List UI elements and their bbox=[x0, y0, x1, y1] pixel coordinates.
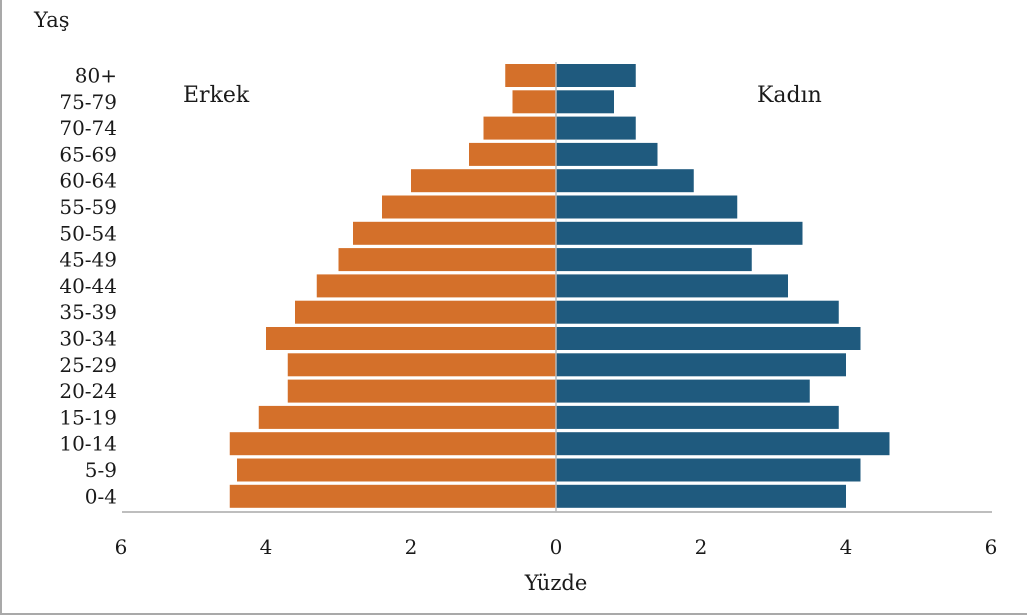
bar-kadin-70-74 bbox=[556, 116, 636, 140]
bar-kadin-45-49 bbox=[556, 248, 752, 272]
bar-kadin-20-24 bbox=[556, 379, 810, 403]
age-label: 40-44 bbox=[59, 274, 117, 298]
age-label: 30-34 bbox=[59, 327, 117, 351]
bar-kadin-75-79 bbox=[556, 90, 614, 114]
bar-erkek-15-19 bbox=[258, 405, 556, 429]
bar-erkek-35-39 bbox=[295, 300, 556, 324]
x-tick-label: 2 bbox=[695, 535, 708, 559]
bars-group bbox=[229, 64, 890, 508]
x-tick-label: 2 bbox=[405, 535, 418, 559]
x-tick-label: 0 bbox=[550, 535, 563, 559]
bar-kadin-80plus bbox=[556, 64, 636, 87]
bar-erkek-5-9 bbox=[237, 458, 556, 482]
age-label: 45-49 bbox=[59, 248, 117, 272]
bar-erkek-25-29 bbox=[287, 353, 556, 377]
bar-kadin-5-9 bbox=[556, 458, 861, 482]
bar-erkek-60-64 bbox=[411, 169, 556, 193]
age-label: 35-39 bbox=[59, 300, 117, 324]
bar-kadin-60-64 bbox=[556, 169, 694, 193]
bar-erkek-70-74 bbox=[483, 116, 556, 140]
x-tick-label: 4 bbox=[260, 535, 273, 559]
age-label: 75-79 bbox=[59, 90, 117, 114]
bar-erkek-75-79 bbox=[512, 90, 556, 114]
x-tick-label: 4 bbox=[840, 535, 853, 559]
bar-kadin-50-54 bbox=[556, 221, 803, 245]
bar-erkek-80plus bbox=[505, 64, 556, 87]
bar-kadin-65-69 bbox=[556, 142, 658, 166]
bar-kadin-30-34 bbox=[556, 327, 861, 350]
bar-erkek-45-49 bbox=[338, 248, 556, 272]
bar-kadin-55-59 bbox=[556, 195, 738, 219]
legend-label-kadin: Kadın bbox=[757, 83, 822, 108]
age-label: 50-54 bbox=[59, 221, 117, 245]
y-axis-title: Yaş bbox=[33, 8, 70, 32]
legend-label-erkek: Erkek bbox=[183, 83, 250, 108]
age-label: 15-19 bbox=[59, 405, 117, 429]
bar-erkek-30-34 bbox=[266, 327, 556, 350]
age-label: 5-9 bbox=[85, 458, 117, 482]
bar-kadin-35-39 bbox=[556, 300, 839, 324]
bar-erkek-55-59 bbox=[382, 195, 556, 219]
age-label: 60-64 bbox=[59, 169, 117, 193]
age-label: 55-59 bbox=[59, 195, 117, 219]
age-label: 0-4 bbox=[85, 484, 117, 508]
x-tick-labels: 6 4 2 0 2 4 6 bbox=[115, 535, 998, 559]
bar-erkek-10-14 bbox=[229, 432, 556, 456]
x-axis-title: Yüzde bbox=[524, 571, 588, 595]
age-label: 80+ bbox=[75, 64, 117, 88]
bar-kadin-25-29 bbox=[556, 353, 846, 377]
age-label: 70-74 bbox=[59, 116, 117, 140]
age-label: 25-29 bbox=[59, 353, 117, 377]
x-tick-label: 6 bbox=[985, 535, 998, 559]
age-label: 10-14 bbox=[59, 432, 117, 456]
bar-kadin-10-14 bbox=[556, 432, 890, 456]
bar-kadin-40-44 bbox=[556, 274, 788, 298]
bar-erkek-0-4 bbox=[229, 484, 556, 508]
bar-kadin-15-19 bbox=[556, 405, 839, 429]
bar-erkek-20-24 bbox=[287, 379, 556, 403]
x-tick-label: 6 bbox=[115, 535, 128, 559]
age-label: 65-69 bbox=[59, 142, 117, 166]
bar-kadin-0-4 bbox=[556, 484, 846, 508]
bar-erkek-40-44 bbox=[316, 274, 556, 298]
bar-erkek-50-54 bbox=[353, 221, 556, 245]
bar-erkek-65-69 bbox=[469, 142, 556, 166]
age-label: 20-24 bbox=[59, 379, 117, 403]
